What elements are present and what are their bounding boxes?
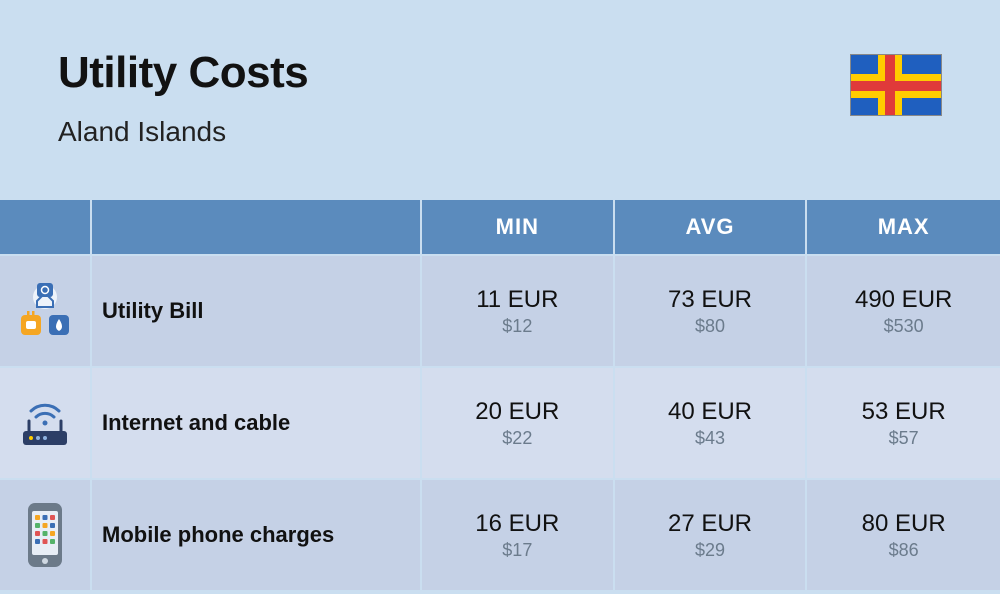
- cell-avg: 27 EUR $29: [615, 478, 808, 590]
- th-max: MAX: [807, 200, 1000, 254]
- value-primary: 16 EUR: [475, 510, 559, 538]
- row-label: Utility Bill: [102, 298, 203, 324]
- value-primary: 27 EUR: [668, 510, 752, 538]
- header: Utility Costs Aland Islands: [0, 0, 1000, 148]
- cell-avg: 73 EUR $80: [615, 254, 808, 366]
- cell-avg: 40 EUR $43: [615, 366, 808, 478]
- row-label: Internet and cable: [102, 410, 290, 436]
- value-primary: 73 EUR: [668, 286, 752, 314]
- flag-h-inner: [851, 81, 941, 91]
- value-secondary: $22: [502, 428, 532, 449]
- cell-max: 80 EUR $86: [807, 478, 1000, 590]
- value-secondary: $57: [889, 428, 919, 449]
- value-secondary: $80: [695, 316, 725, 337]
- table-row: Mobile phone charges 16 EUR $17 27 EUR $…: [0, 478, 1000, 590]
- th-avg: AVG: [615, 200, 808, 254]
- mobile-phone-icon: [0, 478, 92, 590]
- value-primary: 53 EUR: [862, 398, 946, 426]
- value-secondary: $12: [502, 316, 532, 337]
- table-row: Internet and cable 20 EUR $22 40 EUR $43…: [0, 366, 1000, 478]
- cell-min: 20 EUR $22: [422, 366, 615, 478]
- value-primary: 40 EUR: [668, 398, 752, 426]
- value-primary: 20 EUR: [475, 398, 559, 426]
- cell-min: 11 EUR $12: [422, 254, 615, 366]
- cell-max: 490 EUR $530: [807, 254, 1000, 366]
- value-primary: 80 EUR: [862, 510, 946, 538]
- value-primary: 490 EUR: [855, 286, 952, 314]
- th-min: MIN: [422, 200, 615, 254]
- value-secondary: $29: [695, 540, 725, 561]
- utility-costs-table: MIN AVG MAX: [0, 200, 1000, 590]
- aland-islands-flag-icon: [850, 54, 942, 116]
- cell-min: 16 EUR $17: [422, 478, 615, 590]
- value-secondary: $17: [502, 540, 532, 561]
- page-title: Utility Costs: [58, 48, 308, 98]
- utility-bill-icon: [0, 254, 92, 366]
- title-block: Utility Costs Aland Islands: [58, 48, 308, 148]
- th-icon-blank: [0, 200, 92, 254]
- cell-max: 53 EUR $57: [807, 366, 1000, 478]
- row-label-cell: Utility Bill: [92, 254, 422, 366]
- row-label: Mobile phone charges: [102, 522, 334, 548]
- value-secondary: $43: [695, 428, 725, 449]
- value-secondary: $530: [884, 316, 924, 337]
- row-label-cell: Mobile phone charges: [92, 478, 422, 590]
- value-secondary: $86: [889, 540, 919, 561]
- table-row: Utility Bill 11 EUR $12 73 EUR $80 490 E…: [0, 254, 1000, 366]
- flag-v-inner: [885, 55, 895, 115]
- table-body: Utility Bill 11 EUR $12 73 EUR $80 490 E…: [0, 254, 1000, 590]
- page-subtitle: Aland Islands: [58, 116, 308, 148]
- router-icon: [0, 366, 92, 478]
- th-label-blank: [92, 200, 422, 254]
- row-label-cell: Internet and cable: [92, 366, 422, 478]
- table-header: MIN AVG MAX: [0, 200, 1000, 254]
- value-primary: 11 EUR: [476, 286, 558, 314]
